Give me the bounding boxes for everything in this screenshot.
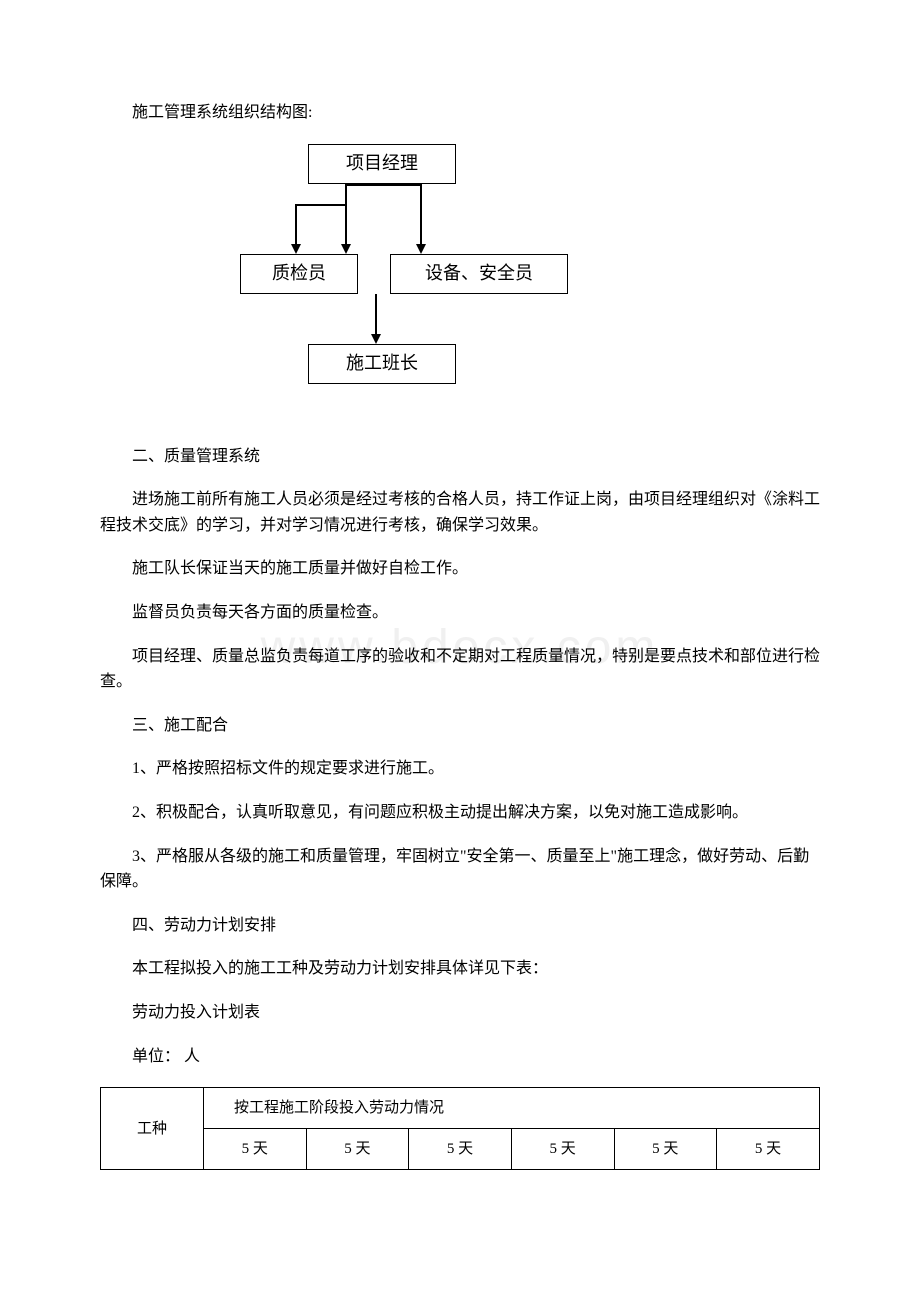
section2-p3: 监督员负责每天各方面的质量检查。 (100, 600, 820, 626)
node-quality-inspector: 质检员 (240, 254, 358, 294)
section3-p1: 1、严格按照招标文件的规定要求进行施工。 (100, 756, 820, 782)
table-title: 劳动力投入计划表 (100, 1000, 820, 1026)
arrow-head-icon (341, 244, 351, 254)
arrow-line (295, 204, 297, 244)
arrow-head-icon (416, 244, 426, 254)
section2-p4: 项目经理、质量总监负责每道工序的验收和不定期对工程质量情况，特别是要点技术和部位… (100, 644, 820, 695)
node-equipment-safety: 设备、安全员 (390, 254, 568, 294)
labor-table: 工种 按工程施工阶段投入劳动力情况 5 天 5 天 5 天 5 天 5 天 5 … (100, 1087, 820, 1170)
arrow-head-icon (291, 244, 301, 254)
section3-p3: 3、严格服从各级的施工和质量管理，牢固树立"安全第一、质量至上"施工理念，做好劳… (100, 844, 820, 895)
table-col-header: 5 天 (409, 1129, 512, 1170)
arrow-line (295, 204, 347, 206)
table-col-header: 5 天 (614, 1129, 717, 1170)
arrow-line (375, 294, 377, 334)
table-col-header: 5 天 (511, 1129, 614, 1170)
table-col-header: 5 天 (204, 1129, 307, 1170)
arrow-line (420, 184, 422, 244)
section4-heading: 四、劳动力计划安排 (100, 913, 820, 939)
node-foreman: 施工班长 (308, 344, 456, 384)
table-col-header: 5 天 (717, 1129, 820, 1170)
table-unit: 单位： 人 (100, 1044, 820, 1070)
table-col-header: 5 天 (306, 1129, 409, 1170)
section2-p2: 施工队长保证当天的施工质量并做好自检工作。 (100, 556, 820, 582)
section2-heading: 二、质量管理系统 (100, 444, 820, 470)
node-project-manager: 项目经理 (308, 144, 456, 184)
section2-p1: 进场施工前所有施工人员必须是经过考核的合格人员，持工作证上岗，由项目经理组织对《… (100, 487, 820, 538)
section3-heading: 三、施工配合 (100, 713, 820, 739)
arrow-line (345, 184, 347, 244)
org-chart-diagram: 项目经理 质检员 设备、安全员 施工班长 (190, 144, 590, 394)
arrow-line (345, 184, 422, 186)
section4-p1: 本工程拟投入的施工工种及劳动力计划安排具体详见下表： (100, 956, 820, 982)
page-content: 施工管理系统组织结构图: 项目经理 质检员 设备、安全员 施工班长 二、质量管理… (0, 0, 920, 1170)
table-merged-header: 按工程施工阶段投入劳动力情况 (204, 1088, 820, 1129)
table-row: 工种 按工程施工阶段投入劳动力情况 (101, 1088, 820, 1129)
table-row: 5 天 5 天 5 天 5 天 5 天 5 天 (101, 1129, 820, 1170)
arrow-head-icon (371, 334, 381, 344)
section3-p2: 2、积极配合，认真听取意见，有问题应积极主动提出解决方案，以免对施工造成影响。 (100, 800, 820, 826)
table-row-header: 工种 (101, 1088, 204, 1170)
org-chart-title: 施工管理系统组织结构图: (100, 100, 820, 126)
